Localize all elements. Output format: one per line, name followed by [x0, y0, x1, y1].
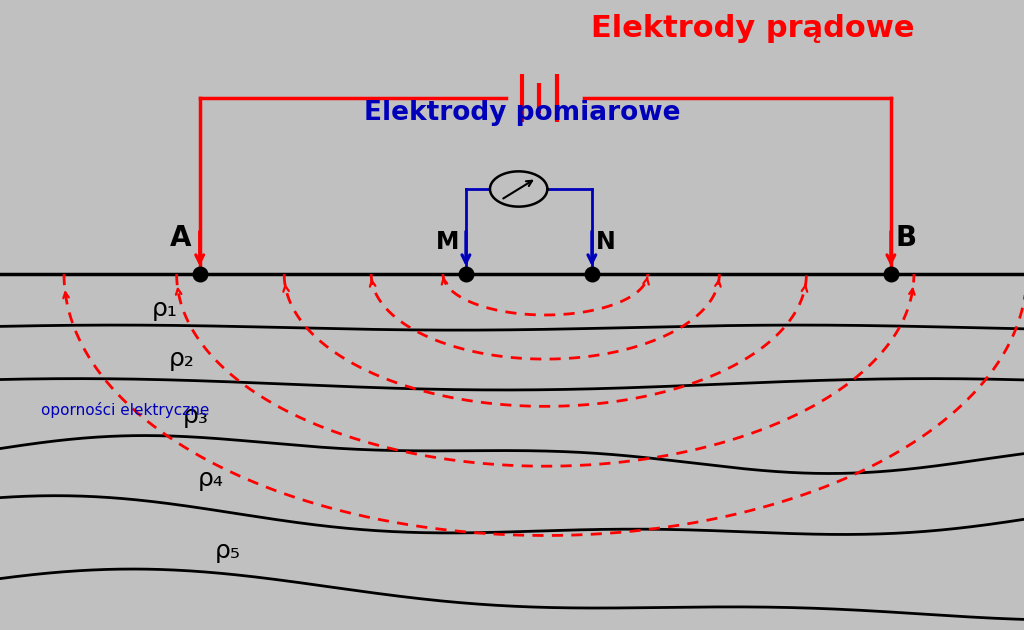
Polygon shape	[490, 171, 547, 207]
Text: A: A	[170, 224, 191, 252]
Text: ρ₄: ρ₄	[198, 467, 223, 491]
Point	[883, 269, 899, 279]
Point	[584, 269, 600, 279]
Point	[191, 269, 208, 279]
Point	[458, 269, 474, 279]
Text: B: B	[896, 224, 918, 252]
Text: oporności elektryczne: oporności elektryczne	[41, 401, 209, 418]
Text: ρ₂: ρ₂	[169, 347, 195, 371]
Text: Elektrody pomiarowe: Elektrody pomiarowe	[364, 100, 681, 127]
Text: M: M	[435, 230, 459, 254]
Text: Elektrody prądowe: Elektrody prądowe	[591, 14, 914, 43]
Text: N: N	[596, 230, 615, 254]
Text: ρ₅: ρ₅	[215, 539, 241, 563]
Text: ρ₃: ρ₃	[182, 404, 208, 428]
Text: ρ₁: ρ₁	[152, 297, 177, 321]
